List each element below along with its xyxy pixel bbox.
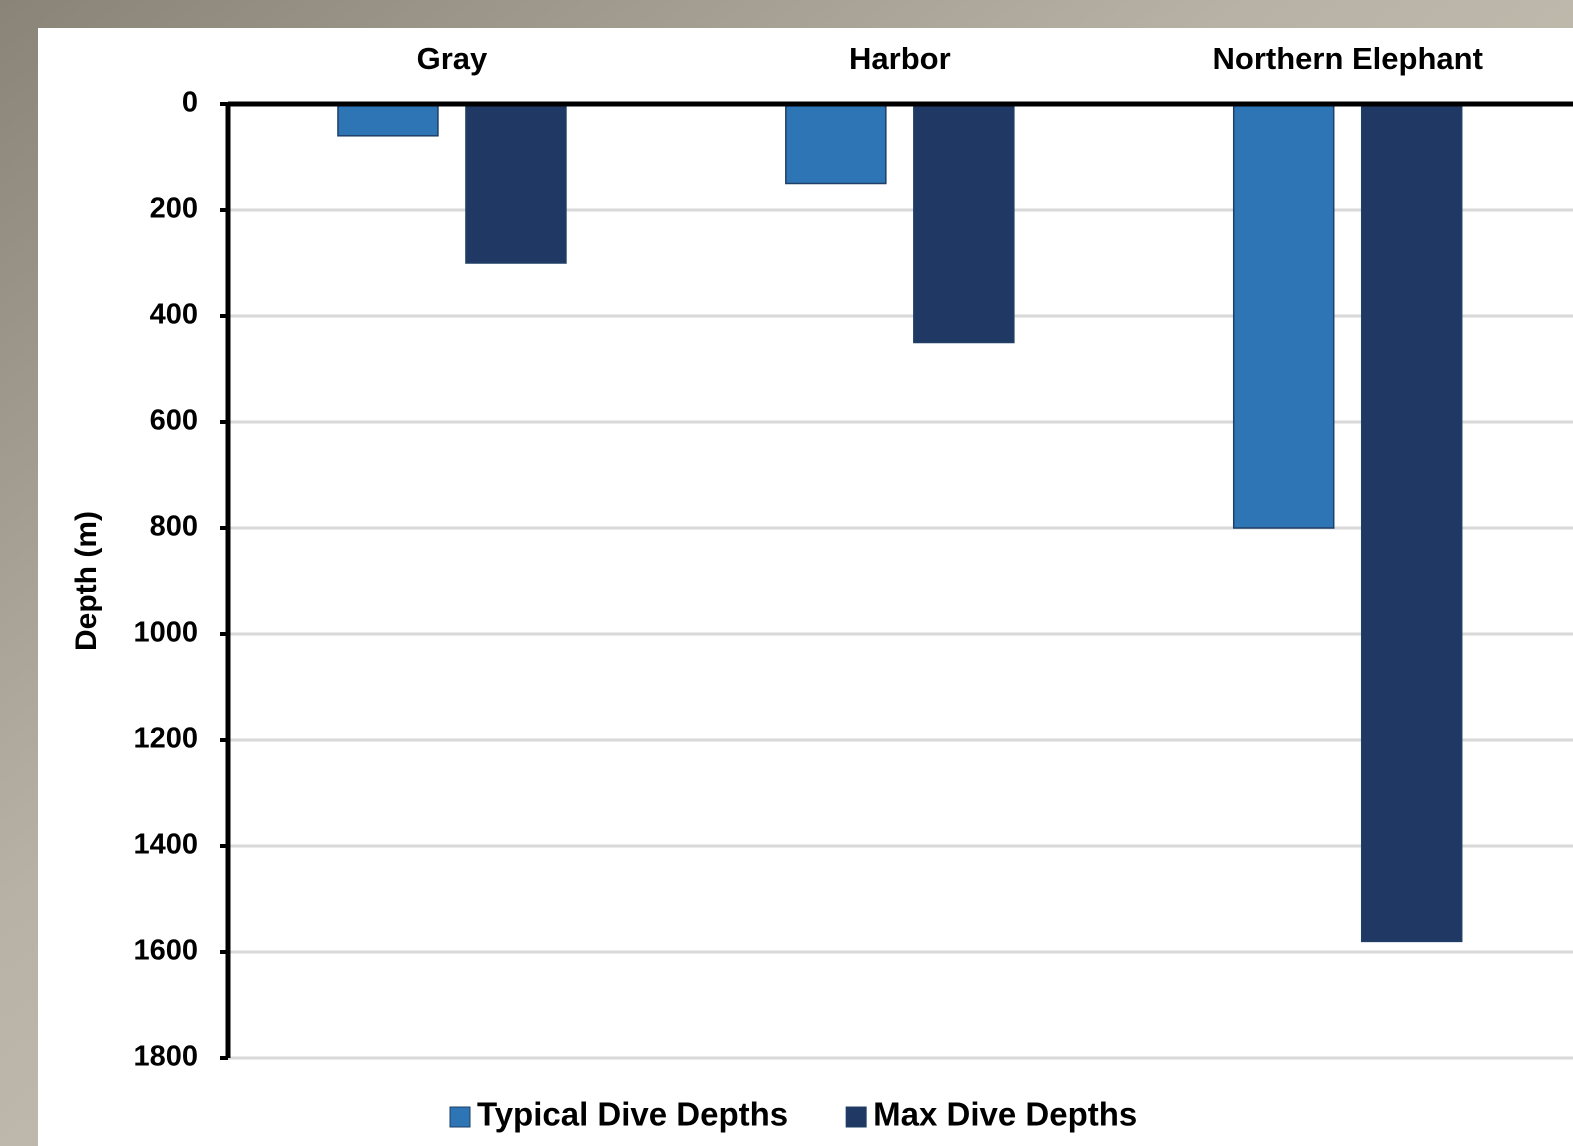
legend-swatch: [449, 1106, 471, 1128]
x-tick-label: Gray: [417, 41, 488, 76]
y-tick-label: 1800: [133, 1041, 198, 1073]
x-tick-label: Harbor: [849, 41, 951, 76]
legend-swatch: [845, 1106, 867, 1128]
y-tick-label: 0: [182, 87, 198, 119]
bar: [913, 103, 1015, 344]
bar: [465, 103, 567, 264]
y-tick-label: 1600: [133, 935, 198, 967]
y-tick-label: 200: [150, 193, 198, 225]
bar: [1232, 103, 1335, 529]
bar: [785, 103, 887, 185]
y-tick-label: 1000: [133, 617, 198, 649]
x-tick-label: Northern Elephant: [1213, 41, 1483, 76]
y-axis-label: Depth (m): [70, 511, 103, 651]
chart-panel: [38, 28, 1573, 1146]
y-tick-label: 800: [150, 511, 198, 543]
y-tick-label: 400: [150, 299, 198, 331]
bar: [337, 103, 439, 137]
bar: [1360, 103, 1463, 943]
y-tick-label: 600: [150, 405, 198, 437]
y-tick-label: 1200: [133, 723, 198, 755]
y-tick-label: 1400: [133, 829, 198, 861]
legend-label: Max Dive Depths: [873, 1096, 1137, 1133]
legend-label: Typical Dive Depths: [477, 1096, 788, 1133]
